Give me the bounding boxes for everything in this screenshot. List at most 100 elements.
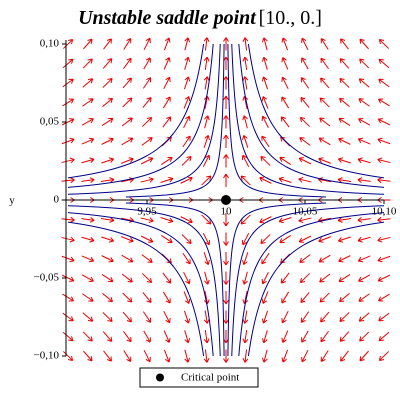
trajectory bbox=[68, 212, 214, 356]
field-arrow bbox=[242, 349, 249, 363]
trajectory bbox=[238, 212, 384, 356]
field-arrow bbox=[223, 173, 229, 187]
field-arrow bbox=[359, 331, 370, 342]
field-arrow bbox=[261, 349, 268, 363]
x-tick-label: 10,10 bbox=[372, 206, 397, 218]
field-arrow bbox=[281, 76, 289, 90]
field-arrow bbox=[123, 330, 132, 343]
field-arrow bbox=[319, 117, 331, 127]
y-tick-label: 0,10 bbox=[40, 38, 60, 50]
field-arrow bbox=[102, 58, 113, 69]
field-arrow bbox=[162, 116, 172, 128]
field-arrow bbox=[357, 236, 371, 243]
field-arrow bbox=[339, 292, 350, 303]
field-arrow bbox=[184, 37, 191, 51]
field-arrow bbox=[142, 273, 153, 284]
field-arrow bbox=[281, 310, 289, 324]
field-arrow bbox=[299, 116, 310, 127]
field-arrow bbox=[101, 274, 114, 283]
y-tick-label: −0,05 bbox=[34, 272, 60, 284]
y-axis-label: y bbox=[9, 195, 15, 207]
field-arrow bbox=[81, 157, 95, 164]
field-arrow bbox=[242, 37, 249, 51]
field-arrow bbox=[241, 232, 250, 246]
field-arrow bbox=[203, 329, 210, 344]
field-arrow bbox=[338, 137, 351, 145]
field-arrow bbox=[181, 234, 192, 245]
trajectory bbox=[125, 202, 225, 356]
field-arrow bbox=[142, 292, 152, 304]
field-arrow bbox=[81, 274, 94, 282]
field-arrow bbox=[223, 154, 229, 168]
field-arrow bbox=[358, 312, 370, 322]
field-arrow bbox=[261, 330, 268, 344]
field-arrow bbox=[203, 56, 210, 71]
field-arrow bbox=[281, 349, 289, 363]
field-arrow bbox=[161, 235, 173, 244]
field-arrow bbox=[339, 97, 350, 108]
field-arrow bbox=[203, 134, 210, 148]
field-arrow bbox=[83, 350, 93, 362]
field-arrow bbox=[358, 98, 370, 107]
field-arrow bbox=[143, 349, 151, 363]
field-arrow bbox=[123, 38, 132, 50]
trajectory bbox=[68, 221, 205, 356]
field-arrow bbox=[223, 291, 229, 305]
field-arrow bbox=[261, 310, 269, 324]
field-arrow bbox=[162, 272, 172, 284]
field-arrow bbox=[339, 312, 350, 323]
field-arrow bbox=[377, 255, 391, 263]
field-arrow bbox=[300, 311, 310, 323]
field-arrow bbox=[358, 78, 370, 88]
field-arrow bbox=[337, 157, 351, 164]
field-arrow bbox=[143, 57, 151, 70]
field-arrow bbox=[259, 176, 272, 184]
field-arrow bbox=[121, 236, 134, 243]
field-arrow bbox=[378, 38, 389, 49]
field-arrow bbox=[183, 271, 191, 285]
field-arrow bbox=[318, 137, 331, 146]
field-arrow bbox=[101, 177, 115, 183]
field-arrow bbox=[101, 217, 115, 223]
field-arrow bbox=[242, 134, 249, 148]
field-arrow bbox=[184, 330, 191, 344]
field-arrow bbox=[377, 177, 391, 184]
title-suffix: [10., 0.] bbox=[259, 7, 322, 29]
field-arrow bbox=[279, 156, 291, 165]
field-arrow bbox=[62, 78, 74, 88]
field-arrow bbox=[61, 137, 75, 145]
field-arrow bbox=[62, 331, 74, 342]
trajectory bbox=[68, 44, 221, 195]
field-arrow bbox=[320, 77, 330, 89]
field-arrow bbox=[81, 236, 95, 243]
field-arrow bbox=[101, 255, 114, 263]
field-arrow bbox=[377, 216, 391, 223]
field-arrow bbox=[103, 38, 112, 50]
field-arrow bbox=[81, 177, 95, 184]
field-arrow bbox=[62, 58, 74, 69]
field-arrow bbox=[83, 38, 93, 50]
field-arrow bbox=[378, 331, 390, 342]
field-arrow bbox=[101, 157, 115, 164]
field-arrow bbox=[339, 77, 350, 88]
field-arrow bbox=[377, 236, 391, 243]
trajectory bbox=[68, 205, 221, 356]
field-arrow bbox=[82, 98, 94, 107]
field-arrow bbox=[140, 235, 154, 243]
field-arrow bbox=[183, 291, 191, 304]
field-arrow bbox=[261, 271, 269, 285]
field-arrow bbox=[184, 349, 191, 363]
field-arrow bbox=[319, 97, 330, 108]
field-arrow bbox=[163, 349, 171, 363]
field-arrow bbox=[261, 115, 269, 129]
field-arrow bbox=[279, 235, 291, 244]
field-arrow bbox=[63, 351, 74, 362]
field-arrow bbox=[261, 291, 269, 304]
x-tick-label: 10 bbox=[221, 206, 233, 218]
trajectory bbox=[231, 205, 384, 356]
legend-marker bbox=[156, 373, 164, 382]
field-arrow bbox=[163, 310, 171, 324]
field-arrow bbox=[81, 255, 95, 263]
field-arrow bbox=[298, 235, 312, 243]
field-arrow bbox=[223, 95, 229, 109]
